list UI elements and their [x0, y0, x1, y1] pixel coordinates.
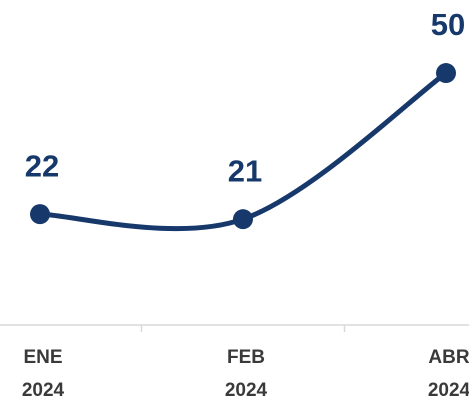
x-tick-label: FEB 2024: [224, 347, 268, 401]
x-tick-label: ENE 2024: [21, 347, 65, 401]
data-label: 50: [431, 7, 465, 42]
point: [30, 204, 50, 225]
line: [37, 70, 449, 232]
data-label: 22: [25, 148, 59, 183]
point: [233, 209, 253, 230]
x-tick-label: ABR 2024: [427, 347, 469, 401]
point: [436, 63, 456, 84]
data-label: 21: [228, 153, 262, 188]
